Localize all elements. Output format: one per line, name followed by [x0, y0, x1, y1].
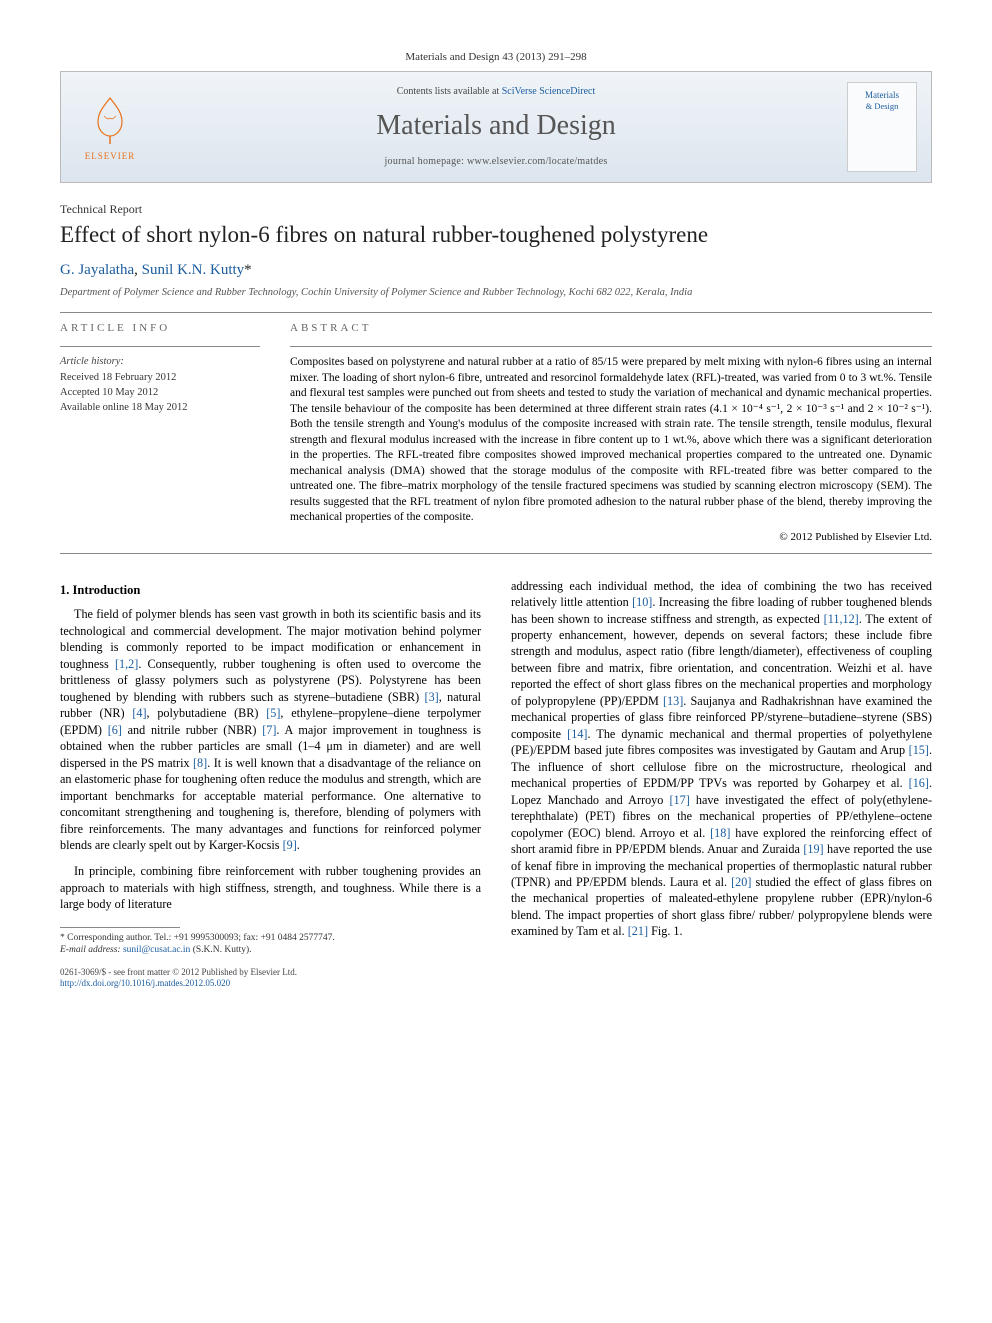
- cover-text-line2: & Design: [866, 101, 899, 112]
- author-1[interactable]: G. Jayalatha: [60, 262, 134, 278]
- paper-title: Effect of short nylon-6 fibres on natura…: [60, 221, 932, 250]
- elsevier-tree-icon: [86, 92, 134, 148]
- divider-bottom: [60, 553, 932, 554]
- article-type: Technical Report: [60, 201, 932, 217]
- info-abstract-row: article info Article history: Received 1…: [60, 321, 932, 544]
- banner-center: Contents lists available at SciVerse Sci…: [145, 85, 847, 168]
- body-columns: 1. Introduction The field of polymer ble…: [60, 578, 932, 990]
- journal-reference: Materials and Design 43 (2013) 291–298: [60, 50, 932, 65]
- author-2[interactable]: Sunil K.N. Kutty: [142, 262, 245, 278]
- corresponding-footnote: * Corresponding author. Tel.: +91 999530…: [60, 932, 481, 944]
- abstract-heading: abstract: [290, 321, 932, 336]
- intro-paragraph-2: In principle, combining fibre reinforcem…: [60, 863, 481, 912]
- history-received: Received 18 February 2012: [60, 371, 260, 386]
- publisher-name: ELSEVIER: [85, 150, 136, 162]
- info-divider: [60, 346, 260, 347]
- journal-banner: ELSEVIER Contents lists available at Sci…: [60, 71, 932, 183]
- publisher-logo: ELSEVIER: [75, 87, 145, 167]
- journal-cover-thumb: Materials & Design: [847, 82, 917, 172]
- cover-text-line1: Materials: [865, 89, 899, 101]
- footer-block: 0261-3069/$ - see front matter © 2012 Pu…: [60, 967, 481, 990]
- abstract-divider: [290, 346, 932, 347]
- contents-line: Contents lists available at SciVerse Sci…: [145, 85, 847, 99]
- footnote-separator: [60, 927, 180, 928]
- divider-top: [60, 312, 932, 313]
- copyright-line: © 2012 Published by Elsevier Ltd.: [290, 530, 932, 545]
- history-label: Article history:: [60, 355, 260, 369]
- email-label: E-mail address:: [60, 945, 123, 955]
- article-info-heading: article info: [60, 321, 260, 336]
- left-column: 1. Introduction The field of polymer ble…: [60, 578, 481, 990]
- intro-paragraph-1: The field of polymer blends has seen vas…: [60, 606, 481, 853]
- abstract-column: abstract Composites based on polystyrene…: [290, 321, 932, 544]
- history-accepted: Accepted 10 May 2012: [60, 386, 260, 401]
- contents-prefix: Contents lists available at: [397, 86, 502, 97]
- page-root: Materials and Design 43 (2013) 291–298 E…: [0, 0, 992, 1020]
- corresponding-mark: *: [244, 262, 252, 278]
- intro-paragraph-3: addressing each individual method, the i…: [511, 578, 932, 940]
- footer-front-matter: 0261-3069/$ - see front matter © 2012 Pu…: [60, 967, 481, 979]
- journal-homepage: journal homepage: www.elsevier.com/locat…: [145, 155, 847, 169]
- journal-name: Materials and Design: [145, 107, 847, 145]
- doi-link[interactable]: http://dx.doi.org/10.1016/j.matdes.2012.…: [60, 978, 230, 988]
- section-1-heading: 1. Introduction: [60, 582, 481, 599]
- right-column: addressing each individual method, the i…: [511, 578, 932, 990]
- abstract-text: Composites based on polystyrene and natu…: [290, 355, 932, 526]
- history-online: Available online 18 May 2012: [60, 401, 260, 416]
- affiliation: Department of Polymer Science and Rubber…: [60, 286, 932, 300]
- author-list: G. Jayalatha, Sunil K.N. Kutty*: [60, 260, 932, 280]
- sciencedirect-link[interactable]: SciVerse ScienceDirect: [502, 86, 596, 97]
- email-footnote: E-mail address: sunil@cusat.ac.in (S.K.N…: [60, 944, 481, 956]
- email-link[interactable]: sunil@cusat.ac.in: [123, 945, 190, 955]
- article-info-column: article info Article history: Received 1…: [60, 321, 260, 544]
- email-suffix: (S.K.N. Kutty).: [190, 945, 251, 955]
